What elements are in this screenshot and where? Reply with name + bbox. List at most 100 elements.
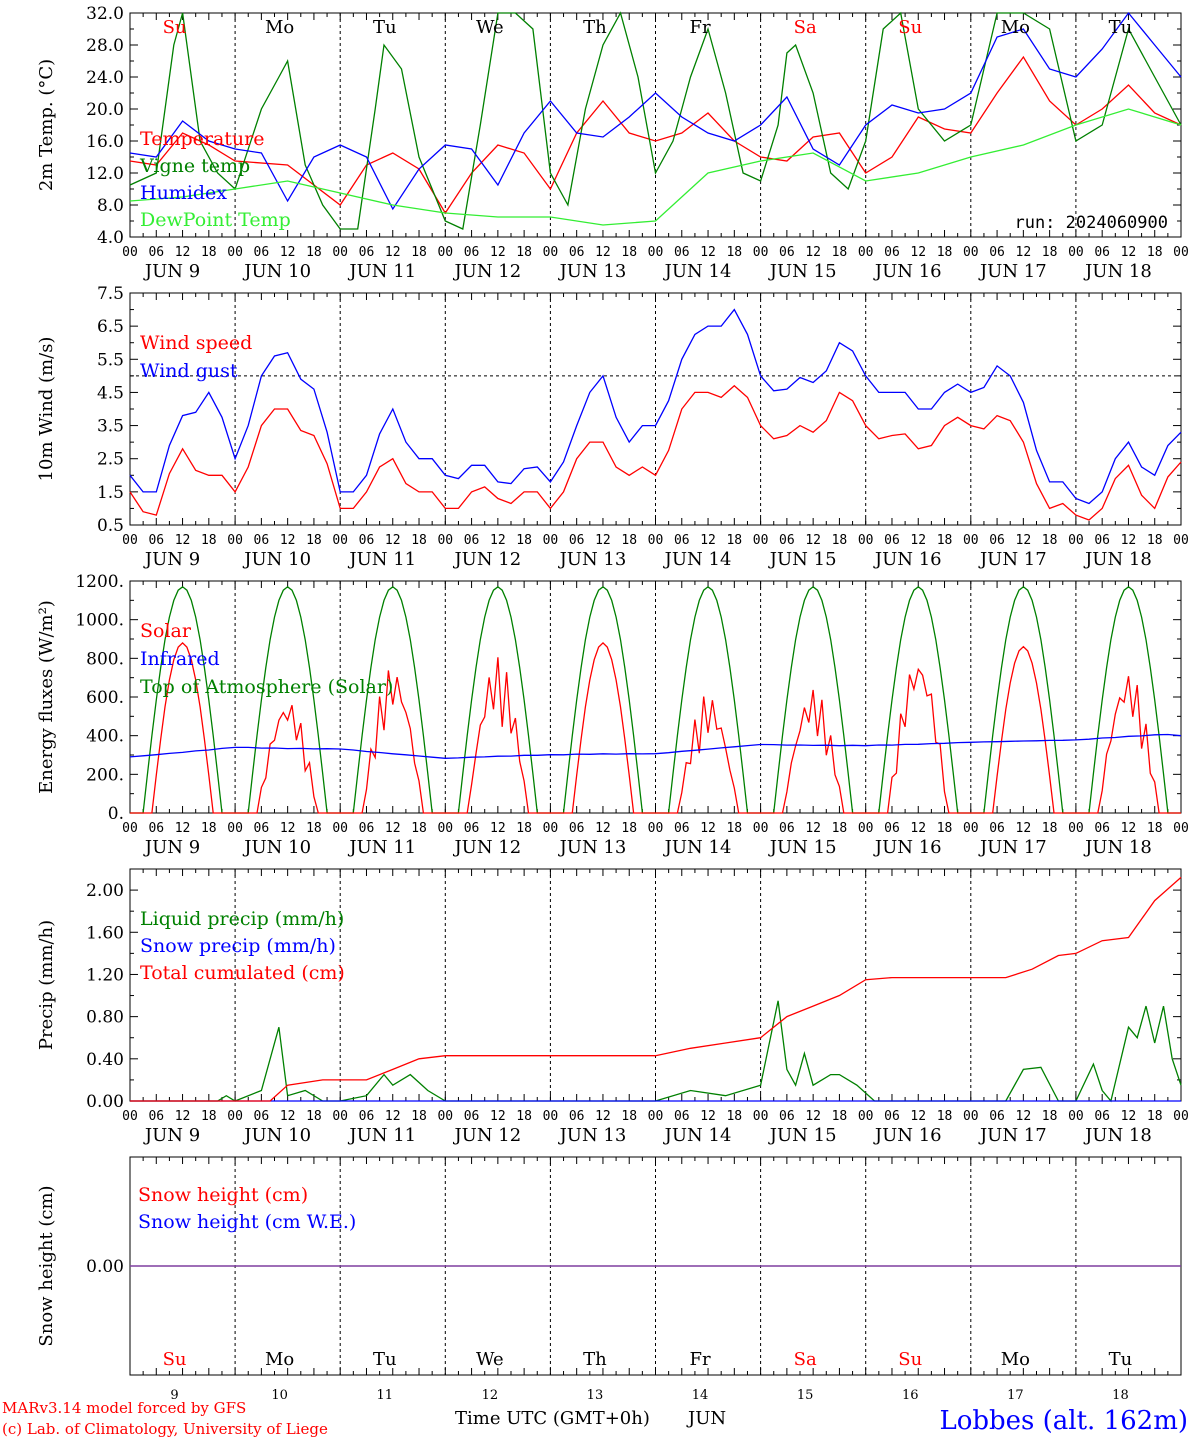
hour-tick-label: 00 [332, 245, 348, 260]
hour-tick-label: 06 [989, 1109, 1005, 1124]
day-abbr-bottom: Sa [794, 1349, 817, 1370]
day-abbr-bottom: Su [898, 1349, 922, 1370]
legend-entry: Top of Atmosphere (Solar) [140, 676, 393, 698]
hour-tick-label: 18 [621, 1109, 637, 1124]
y-tick-label: 0.00 [86, 1257, 124, 1277]
day-number-bottom: 16 [902, 1388, 919, 1403]
hour-tick-label: 18 [1042, 821, 1058, 836]
hour-tick-label: 12 [805, 821, 821, 836]
hour-tick-label: 06 [359, 1109, 375, 1124]
hour-tick-label: 00 [858, 1109, 874, 1124]
y-tick-label: 4.5 [97, 383, 124, 403]
legend-entry: Snow height (cm W.E.) [138, 1211, 356, 1233]
date-label: JUN 11 [347, 549, 416, 570]
hour-tick-label: 18 [516, 821, 532, 836]
day-number-bottom: 13 [587, 1388, 604, 1403]
series-line-infrared [129, 733, 1182, 759]
hour-tick-label: 06 [359, 821, 375, 836]
hour-tick-label: 00 [227, 1109, 243, 1124]
day-abbr-bottom: Mo [1001, 1349, 1030, 1370]
date-label: JUN 18 [1083, 261, 1152, 282]
y-tick-label: 1.5 [97, 483, 124, 503]
hour-tick-label: 00 [122, 821, 138, 836]
hour-tick-label: 18 [832, 821, 848, 836]
day-abbr-top: Su [898, 17, 922, 38]
hour-tick-label: 12 [910, 245, 926, 260]
hour-tick-label: 00 [227, 533, 243, 548]
date-label: JUN 18 [1083, 837, 1152, 858]
hour-tick-label: 06 [254, 821, 270, 836]
legend-entry: Liquid precip (mm/h) [140, 908, 344, 930]
hour-tick-label: 12 [175, 821, 191, 836]
hour-tick-label: 12 [1121, 821, 1137, 836]
hour-tick-label: 12 [1016, 1109, 1032, 1124]
series-line-temp-2 [129, 11, 1182, 211]
hour-tick-label: 06 [464, 1109, 480, 1124]
date-label: JUN 16 [873, 261, 942, 282]
hour-tick-label: 06 [254, 533, 270, 548]
hour-tick-label: 00 [332, 533, 348, 548]
hour-tick-label: 00 [543, 245, 559, 260]
hour-tick-label: 12 [700, 1109, 716, 1124]
hour-tick-label: 00 [963, 821, 979, 836]
date-label: JUN 10 [242, 837, 311, 858]
date-label: JUN 17 [978, 837, 1047, 858]
hour-tick-label: 06 [254, 245, 270, 260]
hour-tick-label: 00 [1173, 821, 1189, 836]
hour-tick-label: 18 [516, 1109, 532, 1124]
hour-tick-label: 18 [516, 245, 532, 260]
hour-tick-label: 18 [937, 245, 953, 260]
hour-tick-label: 06 [464, 821, 480, 836]
hour-tick-label: 00 [332, 821, 348, 836]
footer-model: MARv3.14 model forced by GFS [2, 1399, 246, 1417]
y-tick-label: 24.0 [86, 68, 124, 88]
date-label: JUN 11 [347, 1125, 416, 1146]
y-tick-label: 16.0 [86, 132, 124, 152]
legend-entry: Humidex [140, 182, 227, 204]
hour-tick-label: 00 [543, 1109, 559, 1124]
hour-tick-label: 06 [1094, 1109, 1110, 1124]
hour-tick-label: 06 [359, 533, 375, 548]
hour-tick-label: 00 [543, 533, 559, 548]
hour-tick-label: 18 [411, 533, 427, 548]
day-abbr-bottom: Fr [690, 1349, 711, 1370]
hour-tick-label: 06 [464, 245, 480, 260]
footer-copyright: (c) Lab. of Climatology, University of L… [2, 1420, 328, 1438]
hour-tick-label: 18 [306, 1109, 322, 1124]
hour-tick-label: 00 [1173, 245, 1189, 260]
hour-tick-label: 18 [411, 245, 427, 260]
y-tick-label: 20.0 [86, 100, 124, 120]
y-tick-label: 400. [86, 727, 124, 747]
date-label: JUN 16 [873, 1125, 942, 1146]
hour-tick-label: 00 [1068, 1109, 1084, 1124]
hour-tick-label: 18 [201, 533, 217, 548]
hour-tick-label: 18 [306, 533, 322, 548]
hour-tick-label: 12 [490, 821, 506, 836]
hour-tick-label: 06 [884, 1109, 900, 1124]
hour-tick-label: 00 [437, 1109, 453, 1124]
date-label: JUN 13 [558, 549, 627, 570]
date-label: JUN 14 [663, 837, 732, 858]
hour-tick-label: 12 [490, 1109, 506, 1124]
series-line-temp-1 [129, 11, 1182, 230]
y-tick-label: 6.5 [97, 317, 124, 337]
hour-tick-label: 00 [753, 245, 769, 260]
hour-tick-label: 06 [254, 1109, 270, 1124]
date-label: JUN 14 [663, 261, 732, 282]
hour-tick-label: 12 [805, 245, 821, 260]
hour-tick-label: 00 [437, 821, 453, 836]
series-line-temp-0 [129, 55, 1182, 215]
day-abbr-top: Su [163, 17, 187, 38]
y-tick-label: 1.20 [86, 965, 124, 985]
hour-tick-label: 12 [595, 821, 611, 836]
date-label: JUN 12 [452, 1125, 521, 1146]
hour-tick-label: 18 [306, 245, 322, 260]
hour-tick-label: 06 [569, 245, 585, 260]
hour-tick-label: 00 [648, 533, 664, 548]
hour-tick-label: 18 [621, 245, 637, 260]
hour-tick-label: 18 [1042, 533, 1058, 548]
hour-tick-label: 18 [1147, 821, 1163, 836]
hour-tick-label: 12 [1121, 533, 1137, 548]
hour-tick-label: 06 [569, 1109, 585, 1124]
